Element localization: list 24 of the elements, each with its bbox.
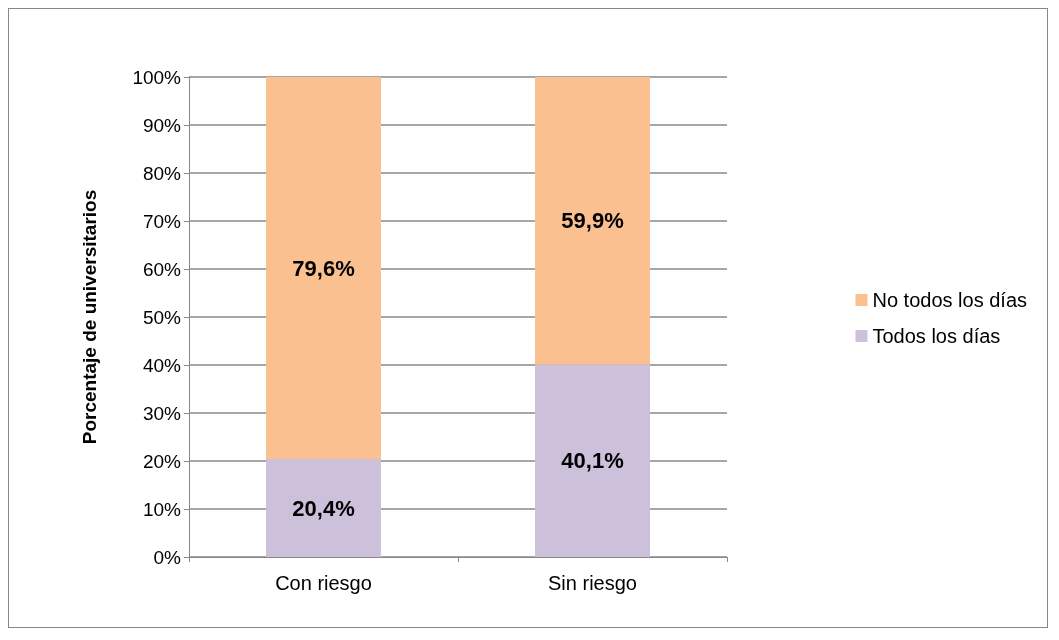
y-tick-label: 60% bbox=[142, 258, 182, 280]
y-tick-label: 10% bbox=[142, 498, 182, 520]
data-label: 79,6% bbox=[292, 255, 355, 281]
y-tick-label: 70% bbox=[142, 210, 182, 232]
y-tick-label: 0% bbox=[153, 546, 182, 568]
x-tick-label: Con riesgo bbox=[275, 572, 372, 594]
data-label: 20,4% bbox=[292, 495, 355, 521]
data-label: 59,9% bbox=[561, 208, 624, 234]
legend-label: Todos los días bbox=[872, 325, 1001, 347]
legend-label: No todos los días bbox=[872, 289, 1027, 311]
x-tick-label: Sin riesgo bbox=[548, 572, 637, 594]
bar bbox=[535, 77, 650, 365]
bar bbox=[266, 77, 381, 460]
y-tick-label: 80% bbox=[142, 162, 182, 184]
y-tick-label: 20% bbox=[142, 450, 182, 472]
y-tick-label: 90% bbox=[142, 114, 182, 136]
data-label: 40,1% bbox=[561, 448, 624, 474]
y-tick-label: 50% bbox=[142, 306, 182, 328]
y-tick-label: 30% bbox=[142, 402, 182, 424]
y-axis-title: Porcentaje de universitarios bbox=[79, 189, 100, 445]
y-tick-label: 100% bbox=[132, 66, 182, 88]
bar bbox=[535, 364, 650, 557]
bar bbox=[266, 459, 381, 557]
y-tick-label: 40% bbox=[142, 354, 182, 376]
